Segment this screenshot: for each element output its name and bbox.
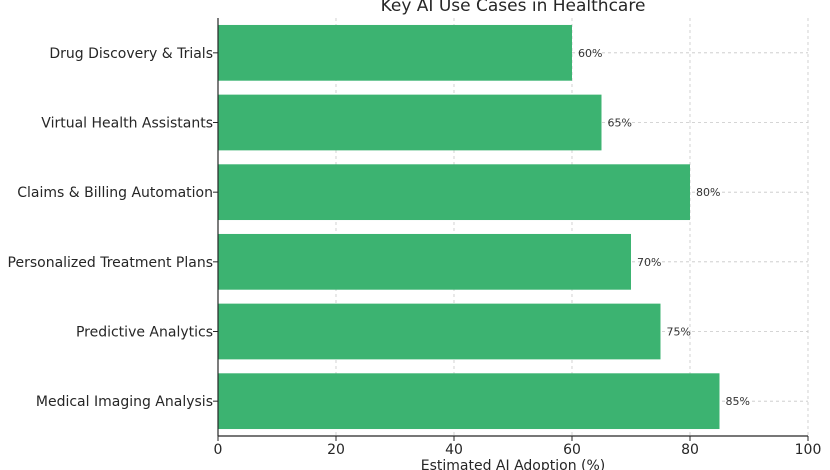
data-labels: 85% 75% 70% 80% 65% 60%	[578, 47, 750, 408]
bar	[218, 94, 602, 151]
x-tick-label: 60	[563, 442, 581, 458]
data-label: 75%	[667, 326, 691, 339]
axes	[217, 18, 808, 437]
bars	[218, 24, 720, 430]
bar	[218, 303, 661, 360]
x-ticks: 0 20 40 60 80 100	[214, 436, 822, 458]
bar	[218, 233, 631, 290]
category-labels: Medical Imaging Analysis Predictive Analy…	[8, 46, 218, 410]
x-axis-title: Estimated AI Adoption (%)	[421, 458, 606, 470]
category-label: Predictive Analytics	[76, 325, 213, 341]
category-label: Medical Imaging Analysis	[36, 394, 213, 410]
data-label: 85%	[726, 395, 750, 408]
data-label: 60%	[578, 47, 602, 60]
category-label: Virtual Health Assistants	[41, 116, 213, 132]
bar	[218, 373, 720, 430]
data-label: 65%	[608, 117, 632, 130]
bar	[218, 24, 572, 81]
category-label: Drug Discovery & Trials	[49, 46, 213, 62]
x-tick-label: 20	[327, 442, 345, 458]
chart-title: Key AI Use Cases in Healthcare	[381, 0, 646, 16]
category-label: Claims & Billing Automation	[17, 185, 213, 201]
x-tick-label: 0	[214, 442, 223, 458]
x-tick-label: 100	[795, 442, 822, 458]
x-tick-label: 40	[445, 442, 463, 458]
category-label: Personalized Treatment Plans	[8, 255, 213, 271]
data-label: 70%	[637, 256, 661, 269]
x-tick-label: 80	[681, 442, 699, 458]
bar	[218, 164, 690, 221]
data-label: 80%	[696, 186, 720, 199]
